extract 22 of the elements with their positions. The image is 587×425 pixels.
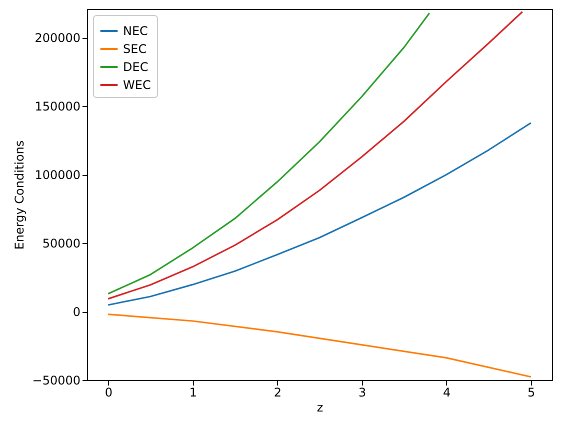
legend-label: DEC — [123, 60, 148, 74]
y-tick-label: 0 — [72, 305, 80, 320]
x-tick-label: 2 — [274, 386, 282, 400]
legend-label: NEC — [123, 24, 148, 38]
y-tick-label: −50000 — [32, 374, 80, 388]
y-tick-label: 100000 — [34, 168, 80, 182]
line-series — [107, 10, 524, 300]
y-axis-title: Energy Conditions — [12, 140, 26, 250]
y-tick-label: 50000 — [42, 236, 80, 251]
x-tick-label: 5 — [528, 386, 536, 400]
x-tick-label: 0 — [104, 386, 112, 400]
legend-label: SEC — [123, 42, 147, 56]
x-axis-title: z — [316, 400, 324, 414]
y-tick-label: 150000 — [34, 100, 80, 114]
line-series — [107, 122, 532, 306]
legend-label: WEC — [123, 78, 151, 92]
y-tick-label: 200000 — [34, 31, 80, 46]
line-series — [107, 12, 430, 295]
line-series — [107, 313, 532, 378]
x-tick-label: 4 — [443, 386, 451, 400]
x-tick-label: 1 — [189, 386, 197, 400]
x-tick-label: 3 — [358, 386, 366, 400]
